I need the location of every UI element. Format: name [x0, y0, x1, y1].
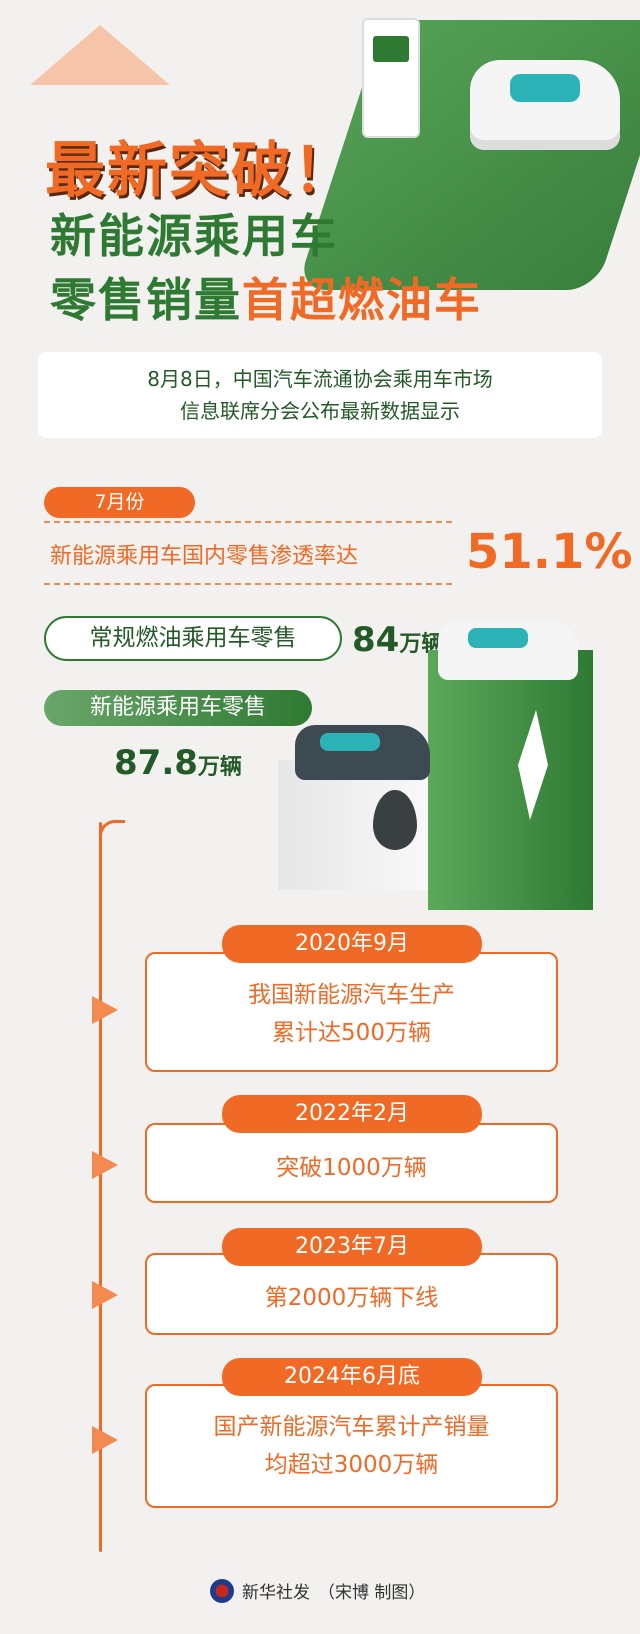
divider	[44, 583, 452, 585]
timeline-marker-icon	[92, 996, 118, 1024]
divider	[44, 521, 452, 523]
timeline-text: 均超过3000万辆	[264, 1452, 439, 1478]
nev-unit: 万辆	[197, 755, 242, 780]
intro-line: 信息联席分会公布最新数据显示	[180, 399, 460, 423]
nev-number: 87.8	[114, 743, 198, 783]
subheadline: 新能源乘用车	[50, 209, 338, 263]
fuel-pillar	[278, 760, 443, 890]
timeline-text: 累计达500万辆	[272, 1020, 431, 1046]
timeline-card: 第2000万辆下线	[145, 1253, 558, 1335]
intro-box: 8月8日，中国汽车流通协会乘用车市场 信息联席分会公布最新数据显示	[38, 352, 602, 438]
timeline-marker-icon	[92, 1151, 118, 1179]
up-arrow-icon	[30, 25, 170, 85]
timeline-marker-icon	[92, 1281, 118, 1309]
timeline-date: 2022年2月	[222, 1095, 482, 1133]
timeline-line	[99, 822, 102, 1552]
fuel-value: 84万辆	[352, 620, 443, 660]
penetration-value: 51.1%	[466, 524, 633, 580]
fuel-label: 常规燃油乘用车零售	[44, 616, 342, 661]
timeline-curve	[99, 820, 125, 846]
nev-value: 87.8万辆	[114, 743, 242, 783]
timeline-text: 突破1000万辆	[276, 1155, 427, 1181]
timeline-date: 2023年7月	[222, 1228, 482, 1266]
penetration-label: 新能源乘用车国内零售渗透率达	[50, 544, 359, 569]
subheadline-orange: 首超燃油车	[242, 273, 482, 327]
timeline-text: 国产新能源汽车累计产销量	[213, 1414, 490, 1440]
month-badge: 7月份	[44, 487, 195, 518]
car-icon	[438, 620, 578, 680]
timeline-date: 2024年6月底	[222, 1358, 482, 1396]
oil-drop-icon	[373, 790, 417, 850]
footer-credit: （宋博 制图）	[318, 1583, 426, 1603]
timeline-card: 突破1000万辆	[145, 1123, 558, 1203]
subheadline-green: 零售销量	[50, 273, 242, 327]
car-icon	[470, 60, 620, 150]
fuel-number: 84	[352, 620, 400, 660]
nev-label: 新能源乘用车零售	[44, 690, 312, 726]
timeline-text: 我国新能源汽车生产	[248, 982, 455, 1008]
subheadline-2: 零售销量首超燃油车	[50, 264, 482, 330]
footer-agency: 新华社发	[242, 1583, 310, 1603]
timeline-card: 国产新能源汽车累计产销量 均超过3000万辆	[145, 1384, 558, 1508]
xinhua-logo	[210, 1578, 234, 1603]
intro-line: 8月8日，中国汽车流通协会乘用车市场	[147, 367, 493, 391]
timeline-marker-icon	[92, 1426, 118, 1454]
car-icon	[295, 725, 430, 780]
ev-charger-icon	[362, 18, 420, 138]
footer: 新华社发 （宋博 制图）	[210, 1578, 425, 1603]
timeline-date: 2020年9月	[222, 925, 482, 963]
headline: 最新突破！	[45, 136, 355, 206]
lightning-icon	[518, 710, 548, 820]
nev-pillar	[428, 650, 593, 910]
timeline-card: 我国新能源汽车生产 累计达500万辆	[145, 952, 558, 1072]
timeline-text: 第2000万辆下线	[264, 1285, 439, 1311]
